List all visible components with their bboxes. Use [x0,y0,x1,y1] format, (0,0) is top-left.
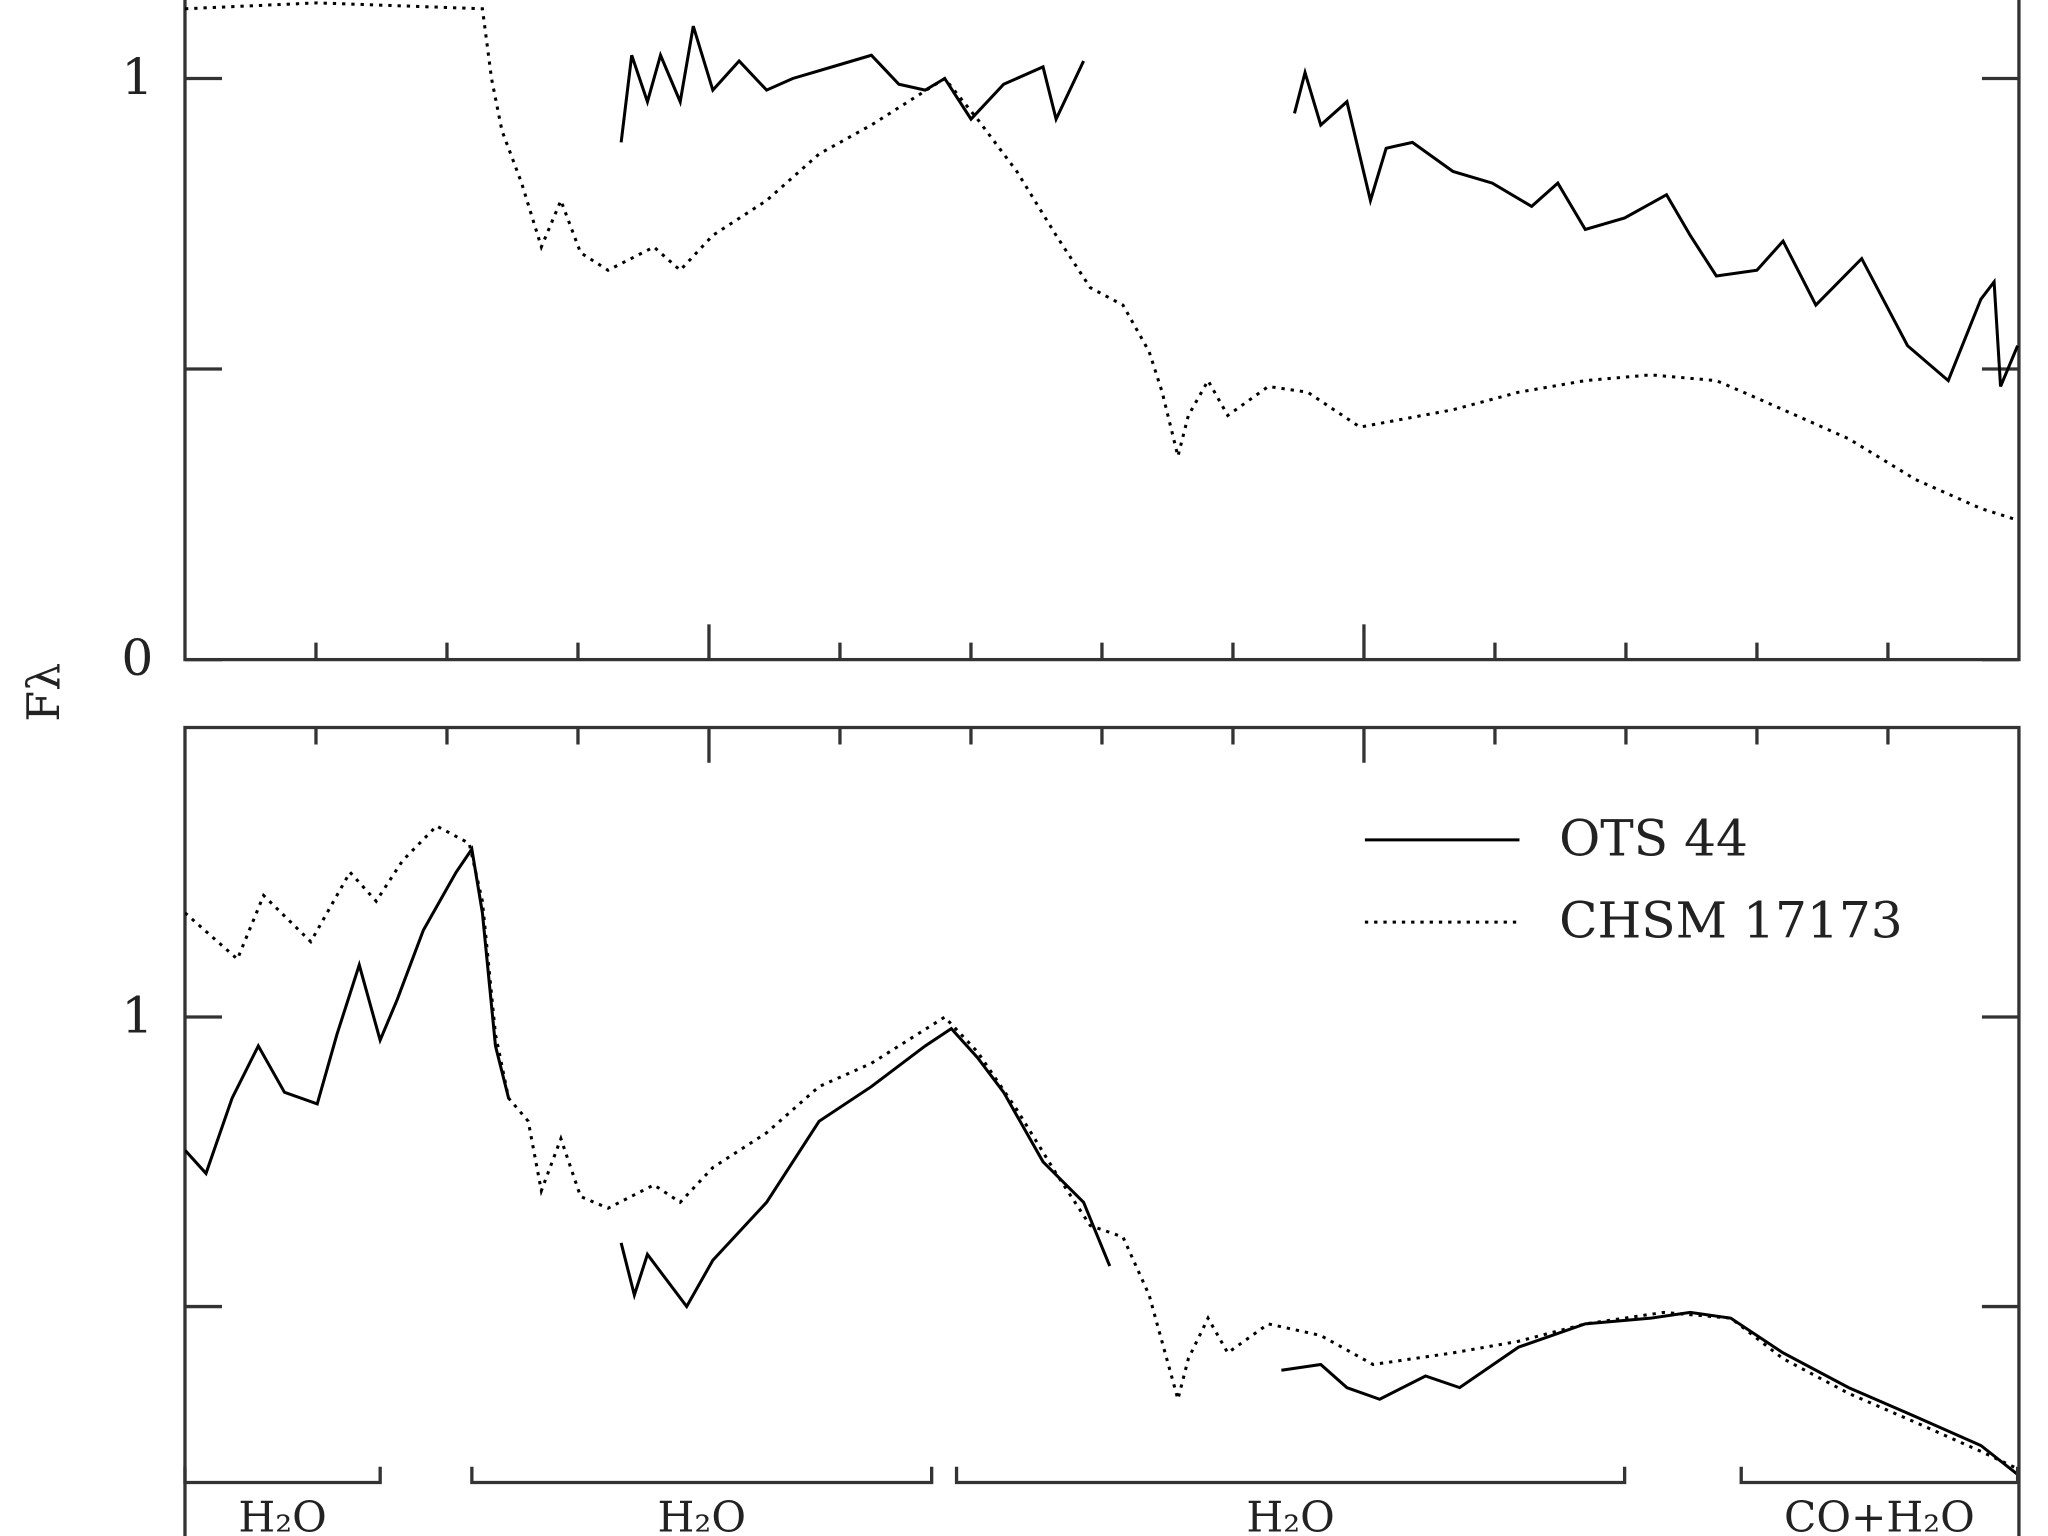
band-label: CO+H₂O [1784,1492,1975,1536]
series-line [619,25,2019,388]
legend-label: CHSM 17173 [1559,892,1903,950]
y-tick-label: 1 [121,987,153,1045]
legend-label: OTS 44 [1559,810,1748,868]
plot-area [184,824,2019,1476]
band-bracket [954,1466,1627,1485]
band-bracket [470,1466,934,1485]
y-tick-label: 1 [121,48,153,106]
y-tick-label: 0 [121,629,153,687]
band-bracket [183,1466,382,1485]
band-label: H₂O [238,1492,326,1536]
band-label: H₂O [1246,1492,1334,1536]
band-label: H₂O [658,1492,746,1536]
y-axis-label: Fλ [18,663,70,722]
plot-area [184,1,2019,522]
plot-frame [183,0,2021,662]
series-line [184,1,2019,522]
band-bracket [1739,1466,2020,1485]
